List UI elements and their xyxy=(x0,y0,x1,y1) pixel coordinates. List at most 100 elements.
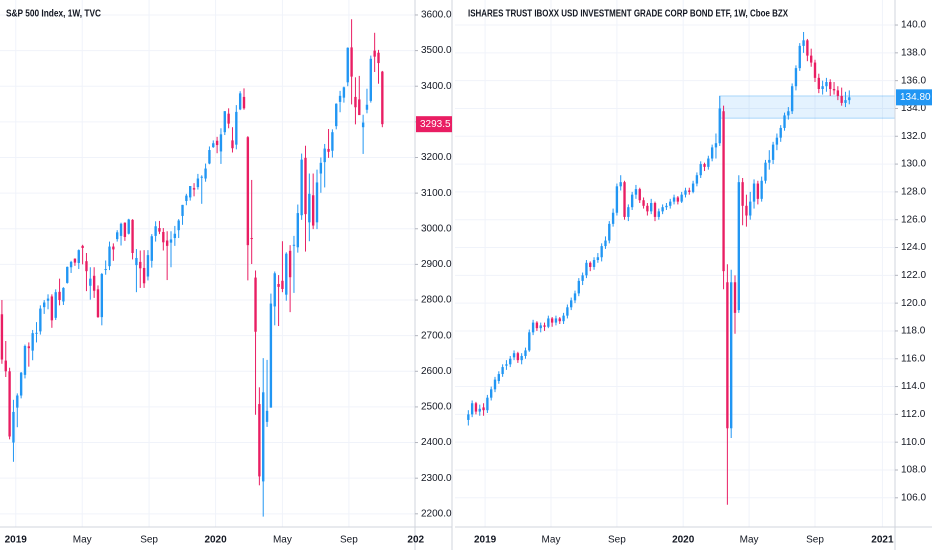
candle-body xyxy=(242,96,246,109)
candle-body xyxy=(331,132,334,151)
y-tick-label: 3100.0 xyxy=(421,188,452,199)
candle-body xyxy=(346,47,349,83)
y-tick-label: 3600.0 xyxy=(421,10,452,21)
y-tick-label: 136.0 xyxy=(901,75,926,86)
candle-body xyxy=(142,267,146,284)
candle-body xyxy=(752,183,756,202)
x-tick-label: Sep xyxy=(806,535,824,546)
y-tick-label: 120.0 xyxy=(901,298,926,309)
candle-body xyxy=(89,278,92,286)
last-price-label: 134.80 xyxy=(900,92,931,103)
candle-body xyxy=(790,86,794,112)
candle-body xyxy=(684,190,687,195)
candle-body xyxy=(189,186,192,198)
candle-body xyxy=(365,104,369,110)
last-price-box xyxy=(896,89,932,106)
candle-body xyxy=(219,134,223,152)
y-tick-label: 2300.0 xyxy=(421,473,452,484)
candle-body xyxy=(562,315,565,322)
candle-body xyxy=(381,71,384,125)
candle-body xyxy=(31,333,34,351)
x-tick-label: May xyxy=(740,535,759,546)
candle-body xyxy=(177,220,180,231)
chart-title: S&P 500 Index, 1W, TVC xyxy=(6,9,101,20)
candle-body xyxy=(258,404,261,477)
candle-body xyxy=(535,322,539,329)
y-tick-label: 110.0 xyxy=(901,437,926,448)
x-tick-label: May xyxy=(73,535,92,546)
candle-body xyxy=(46,298,50,301)
candle-body xyxy=(116,232,119,240)
candle-body xyxy=(794,68,798,87)
candle-body xyxy=(653,203,657,217)
candle-body xyxy=(200,176,203,178)
candle-body xyxy=(100,274,104,318)
x-tick-label: 202 xyxy=(407,535,424,546)
candle-body xyxy=(281,280,284,289)
candle-body xyxy=(509,358,512,365)
candle-body xyxy=(19,372,23,396)
candle-body xyxy=(493,379,497,390)
y-tick-label: 108.0 xyxy=(901,465,926,476)
candle-body xyxy=(285,253,288,295)
candle-body xyxy=(524,350,527,356)
candle-body xyxy=(474,403,478,412)
candle-body xyxy=(528,332,531,351)
candle-body xyxy=(158,228,161,232)
candle-body xyxy=(288,250,292,278)
candle-body xyxy=(181,204,184,216)
candle-body xyxy=(304,157,307,215)
y-tick-label: 130.0 xyxy=(901,159,926,170)
candle-body xyxy=(62,287,65,302)
candle-body xyxy=(58,291,61,301)
plot-area xyxy=(0,0,415,527)
candle-body xyxy=(154,226,157,236)
candle-body xyxy=(42,302,46,308)
candle-body xyxy=(771,144,775,160)
candle-body xyxy=(69,261,73,268)
candle-body xyxy=(212,143,215,148)
candle-body xyxy=(669,201,672,206)
last-price-box xyxy=(416,116,452,133)
y-tick-label: 138.0 xyxy=(901,47,926,58)
candle-body xyxy=(369,58,373,101)
candle-body xyxy=(350,47,353,77)
candle-body xyxy=(718,108,721,144)
candle-body xyxy=(604,240,607,247)
candle-body xyxy=(327,148,330,152)
y-tick-label: 3000.0 xyxy=(421,223,452,234)
y-tick-label: 2700.0 xyxy=(421,330,452,341)
candle-body xyxy=(338,95,342,102)
candle-body xyxy=(516,353,520,361)
candle-body xyxy=(821,86,824,89)
candle-body xyxy=(836,90,840,96)
candle-body xyxy=(139,261,142,269)
candle-body xyxy=(749,201,752,216)
candle-body xyxy=(703,164,706,167)
candle-body xyxy=(756,183,760,199)
x-tick-label: Sep xyxy=(608,535,626,546)
candle-body xyxy=(4,360,7,372)
candle-body xyxy=(131,219,134,253)
candle-body xyxy=(615,186,619,213)
candle-body xyxy=(208,150,211,164)
candle-body xyxy=(482,407,485,411)
candle-body xyxy=(92,275,96,291)
candle-body xyxy=(581,275,584,281)
candle-body xyxy=(227,113,230,124)
candle-body xyxy=(695,175,699,184)
y-tick-label: 132.0 xyxy=(901,131,926,142)
candle-body xyxy=(104,269,107,271)
candle-body xyxy=(554,318,558,323)
x-tick-label: Sep xyxy=(340,535,358,546)
candle-body xyxy=(832,88,836,91)
candle-body xyxy=(825,82,828,87)
candle-body xyxy=(354,96,357,108)
candle-body xyxy=(27,346,31,349)
candle-body xyxy=(50,296,54,321)
candle-body xyxy=(223,111,226,133)
candle-body xyxy=(840,95,843,103)
candle-body xyxy=(262,392,265,482)
candle-body xyxy=(783,115,786,128)
